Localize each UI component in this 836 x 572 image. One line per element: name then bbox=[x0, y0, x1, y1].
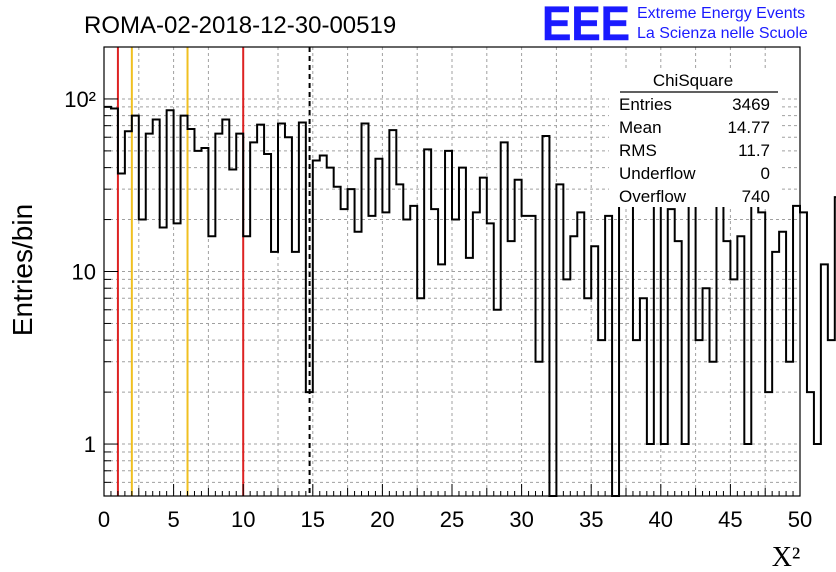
y-tick-label: 10² bbox=[64, 87, 96, 112]
stats-label-underflow: Underflow bbox=[619, 164, 696, 183]
x-tick-label: 30 bbox=[509, 507, 533, 532]
histogram-line bbox=[104, 105, 836, 497]
stats-label-mean: Mean bbox=[619, 118, 662, 137]
x-tick-label: 35 bbox=[579, 507, 603, 532]
x-tick-label: 20 bbox=[370, 507, 394, 532]
y-tick-label: 1 bbox=[84, 432, 96, 457]
x-axis-label: X² bbox=[772, 542, 801, 572]
eee-logo-line2: La Scienza nelle Scuole bbox=[637, 25, 808, 42]
x-tick-label: 0 bbox=[98, 507, 110, 532]
stats-value-underflow: 0 bbox=[761, 164, 770, 183]
chart-title: ROMA-02-2018-12-30-00519 bbox=[84, 12, 396, 39]
stats-label-rms: RMS bbox=[619, 141, 657, 160]
x-tick-label: 25 bbox=[440, 507, 464, 532]
eee-logo: EEE Extreme Energy Events La Scienza nel… bbox=[542, 0, 808, 51]
x-tick-label: 50 bbox=[788, 507, 812, 532]
stats-title: ChiSquare bbox=[653, 71, 733, 90]
x-tick-label: 40 bbox=[649, 507, 673, 532]
stats-value-entries: 3469 bbox=[732, 95, 770, 114]
x-tick-label: 15 bbox=[301, 507, 325, 532]
x-tick-label: 45 bbox=[718, 507, 742, 532]
stats-value-overflow: 740 bbox=[742, 187, 770, 206]
y-axis-label: Entries/bin bbox=[7, 204, 38, 336]
stats-value-mean: 14.77 bbox=[727, 118, 770, 137]
stats-value-rms: 11.7 bbox=[738, 141, 770, 160]
axes: 0 5 10 15 20 25 30 35 40 45 50 1 10 10² bbox=[64, 87, 812, 532]
stats-label-overflow: Overflow bbox=[619, 187, 687, 206]
eee-logo-line1: Extreme Energy Events bbox=[637, 5, 805, 22]
stats-box: ChiSquare Entries 3469 Mean 14.77 RMS 11… bbox=[609, 71, 779, 207]
stats-label-entries: Entries bbox=[619, 95, 672, 114]
x-tick-label: 5 bbox=[167, 507, 179, 532]
eee-logo-mark: EEE bbox=[542, 0, 630, 51]
y-tick-label: 10 bbox=[72, 260, 96, 285]
x-tick-label: 10 bbox=[231, 507, 255, 532]
